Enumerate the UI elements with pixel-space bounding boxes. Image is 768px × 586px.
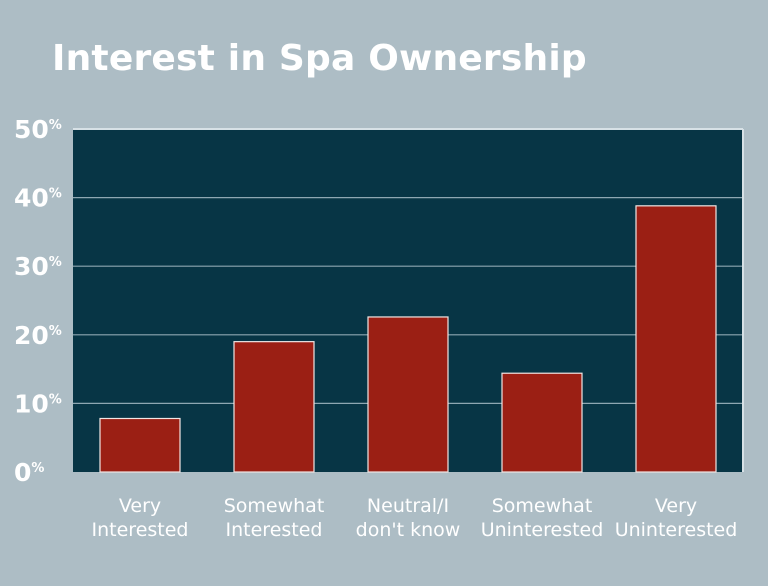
bar-4	[635, 205, 717, 473]
y-tick-label-0: 0%	[14, 458, 44, 487]
y-tick-label-50: 50%	[14, 115, 62, 144]
x-tick-label-0: Very Interested	[92, 495, 189, 541]
y-tick-label-30: 30%	[14, 252, 62, 281]
bar-2	[367, 316, 449, 473]
bars	[99, 205, 717, 473]
y-tick-label-10: 10%	[14, 389, 62, 418]
bar-1	[233, 341, 315, 473]
y-axis-ticks: 0% 10% 20% 30% 40% 50%	[14, 115, 62, 487]
y-tick-label-20: 20%	[14, 321, 62, 350]
x-tick-label-3: Somewhat Uninterested	[481, 495, 604, 541]
chart-title: Interest in Spa Ownership	[52, 38, 587, 79]
y-tick-label-40: 40%	[14, 184, 62, 213]
bar-3	[501, 372, 583, 473]
x-tick-label-1: Somewhat Interested	[224, 495, 325, 541]
x-axis-labels: Very Interested Somewhat Interested Neutral/…	[92, 495, 738, 541]
bar-0	[99, 417, 181, 473]
x-tick-label-2: Neutral/I don't know	[356, 495, 461, 541]
x-tick-label-4: Very Uninterested	[615, 495, 738, 541]
